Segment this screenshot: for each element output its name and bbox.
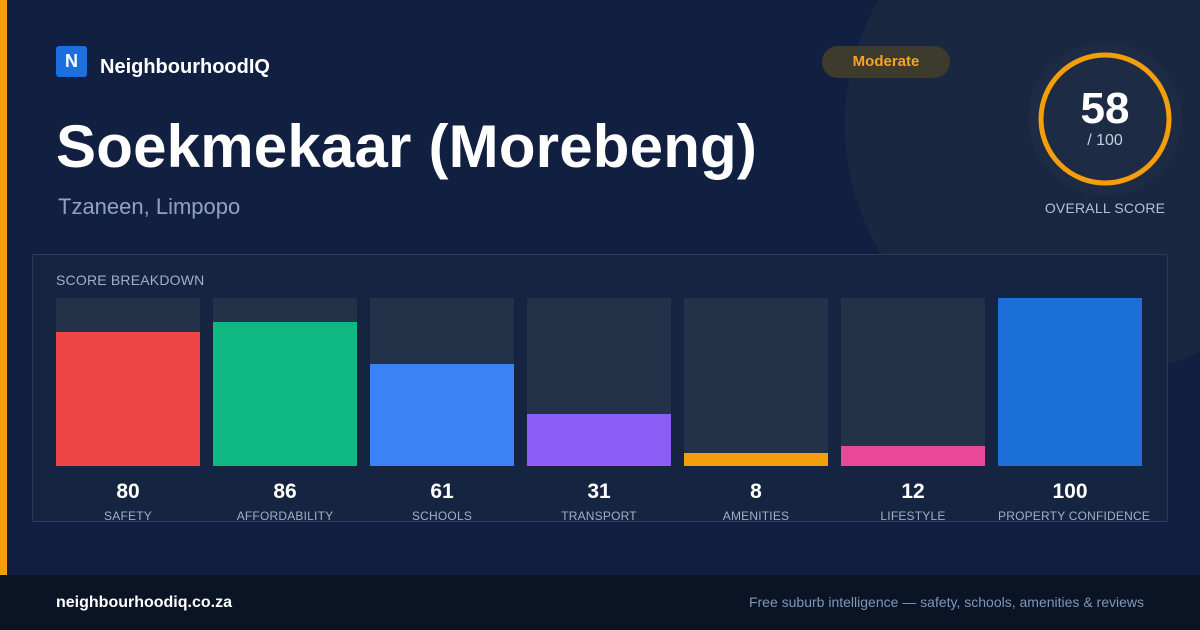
score-ring bbox=[1028, 42, 1182, 196]
status-badge: Moderate bbox=[822, 46, 950, 78]
accent-bar bbox=[0, 0, 7, 575]
overall-score-value: 58 bbox=[1080, 84, 1130, 133]
score-breakdown-title: SCORE BREAKDOWN bbox=[56, 272, 205, 288]
bar-fill bbox=[684, 453, 828, 466]
bar-track bbox=[56, 298, 200, 466]
bar-track bbox=[841, 298, 985, 466]
bar-value: 12 bbox=[901, 480, 925, 503]
score-ring-background bbox=[1028, 42, 1182, 196]
bar-value: 61 bbox=[430, 480, 454, 503]
score-breakdown-bars: 80 SAFETY 86 AFFORDABILITY 61 SCHOOLS 31 TRANSP… bbox=[56, 298, 1151, 528]
footer-url-link[interactable]: neighbourhoodiq.co.za bbox=[56, 594, 232, 611]
bar-fill bbox=[998, 298, 1142, 466]
bar-track bbox=[527, 298, 671, 466]
bar-value: 31 bbox=[587, 480, 611, 503]
overall-score-denominator: / 100 bbox=[1087, 132, 1123, 149]
bar-fill bbox=[527, 414, 671, 466]
page-title: Soekmekaar (Morebeng) bbox=[56, 113, 758, 180]
bar-label: AFFORDABILITY bbox=[236, 509, 334, 523]
bar-label: TRANSPORT bbox=[561, 509, 637, 523]
bar-label: SAFETY bbox=[104, 509, 152, 523]
bar-label: SCHOOLS bbox=[411, 509, 473, 523]
bar-fill bbox=[841, 446, 985, 466]
bar-label: AMENITIES bbox=[722, 509, 790, 523]
bar-value: 8 bbox=[750, 480, 762, 503]
bar-fill bbox=[56, 332, 200, 466]
score-ring-stroke bbox=[1038, 52, 1172, 186]
bar-value: 100 bbox=[1052, 480, 1088, 503]
bar-track bbox=[213, 298, 357, 466]
brand-name: NeighbourhoodIQ bbox=[100, 56, 270, 78]
bar-value: 80 bbox=[116, 480, 140, 503]
bar-fill bbox=[213, 322, 357, 466]
location-subtitle: Tzaneen, Limpopo bbox=[58, 194, 241, 219]
bar-track bbox=[684, 298, 828, 466]
footer-tagline: Free suburb intelligence — safety, schoo… bbox=[748, 594, 1144, 610]
bar-track bbox=[998, 298, 1142, 466]
bar-label: LIFESTYLE bbox=[880, 509, 946, 523]
overall-score-label: OVERALL SCORE bbox=[1044, 200, 1166, 216]
footer bbox=[0, 575, 1200, 630]
bar-track bbox=[370, 298, 514, 466]
bar-label: PROPERTY CONFIDENCE bbox=[998, 509, 1151, 523]
logo-icon: N bbox=[56, 46, 87, 77]
bar-value: 86 bbox=[273, 480, 297, 503]
bar-fill bbox=[370, 364, 514, 466]
